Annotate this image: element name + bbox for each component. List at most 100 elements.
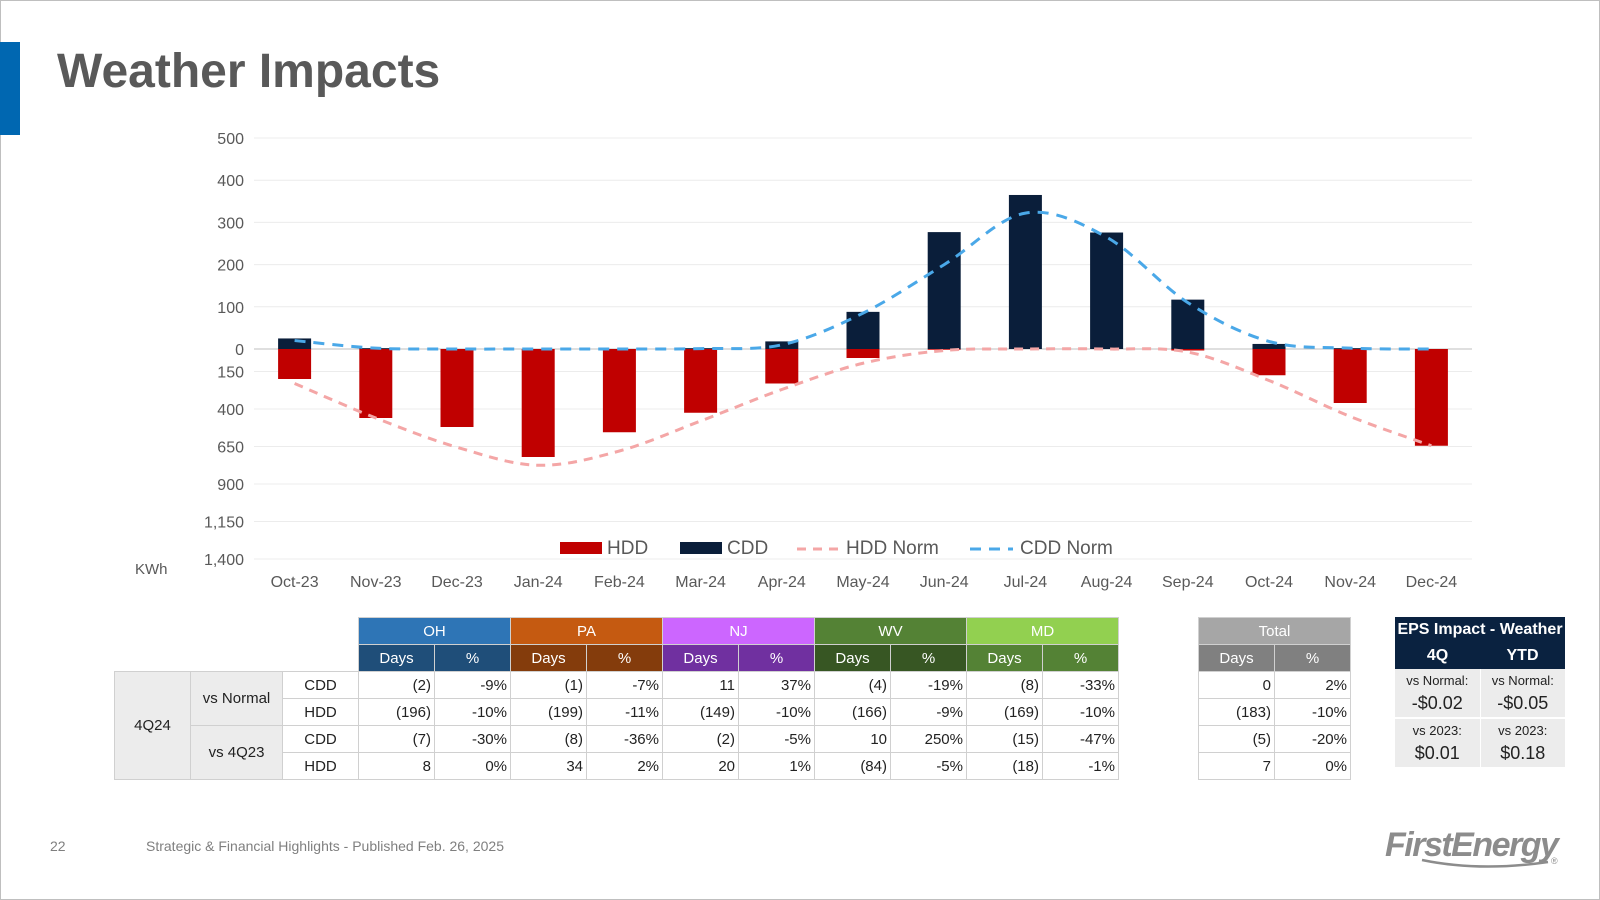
legend-hdd-swatch [560,542,602,554]
x-tick-label: Nov-23 [350,574,402,591]
eps-4q-vs-2023-label: vs 2023: [1412,723,1462,738]
total-weather-table: Total Days % 0 2% (183) -10% (5) -20% 7 0% [1198,617,1351,780]
y-tick-label-hdd: 1,150 [204,515,244,532]
table-cell: -20% [1274,725,1351,753]
cdd-bar [1171,299,1205,349]
table-cell: -47% [1042,725,1119,753]
table-row: 0 2% [1198,671,1351,699]
region-header-nj: NJ [662,617,815,645]
x-tick-label: Feb-24 [594,574,645,591]
eps-impact-title: EPS Impact - Weather [1395,617,1565,643]
logo-swoosh-icon [1421,858,1549,868]
region-header-md: MD [966,617,1119,645]
table-cell: -10% [1274,698,1351,726]
x-tick-label: Nov-24 [1324,574,1376,591]
y-unit-label: KWh [135,561,168,578]
period-label: 4Q24 [114,671,191,780]
table-row: 4Q24 vs Normal CDD (2) -9% (1) -7% 11 37% (4) -19%… [114,671,1119,780]
table-cell: -1% [1042,752,1119,780]
page-title: Weather Impacts [57,45,441,98]
eps-col-ytd: YTD [1506,647,1539,664]
region-header-pa: PA [510,617,663,645]
table-cell: -5% [890,752,967,780]
cdd-bar [1252,343,1286,349]
footer-text: Strategic & Financial Highlights - Publi… [146,838,504,854]
days-header: Days [510,644,587,672]
hdd-bar [1333,349,1367,403]
metric-label: CDD [282,671,359,699]
pct-header: % [738,644,815,672]
y-tick-label-cdd: 400 [217,173,244,190]
table-cell: (2) [662,725,739,753]
cdd-bar [1008,194,1042,349]
table-cell: (18) [966,752,1043,780]
y-tick-label-hdd: 1,400 [204,552,244,569]
table-cell: -33% [1042,671,1119,699]
pct-header: % [586,644,663,672]
table-cell: (5) [1198,725,1275,753]
cdd-bar [1090,232,1124,349]
table-cell: -5% [738,725,815,753]
hdd-bar [765,349,799,384]
page-number: 22 [50,838,66,854]
firstenergy-logo: FirstEnergy [1385,826,1559,864]
table-cell: 8 [358,752,435,780]
cdd-bar [765,341,799,349]
eps-ytd-vs-normal: -$0.05 [1480,691,1565,719]
y-tick-label-cdd: 0 [235,342,244,359]
eps-4q-vs-normal-label: vs Normal: [1406,673,1469,688]
region-header-oh: OH [358,617,511,645]
table-cell: 11 [662,671,739,699]
y-tick-label-hdd: 150 [217,365,244,382]
y-tick-label-hdd: 900 [217,477,244,494]
metric-label: HDD [282,752,359,780]
y-tick-label-cdd: 500 [217,131,244,148]
hdd-bar [278,349,312,379]
hdd-norm-line [294,347,1432,467]
weather-chart: 500 400 300 200 100 0 150 400 650 900 1,150 1,400 KW… [135,131,1472,591]
table-cell: -19% [890,671,967,699]
total-header: Total [1198,617,1351,645]
y-tick-label-cdd: 100 [217,300,244,317]
eps-ytd-vs-2023-label: vs 2023: [1498,723,1548,738]
table-row: 7 0% [1198,752,1351,780]
hdd-bar [846,349,880,358]
days-header: Days [358,644,435,672]
table-cell: 0 [1198,671,1275,699]
table-cell: -9% [434,671,511,699]
table-cell: 2% [586,752,663,780]
eps-col-4q: 4Q [1426,647,1449,664]
days-header: Days [966,644,1043,672]
pct-header: % [434,644,511,672]
table-cell: 2% [1274,671,1351,699]
table-cell: -10% [1042,698,1119,726]
table-cell: -10% [738,698,815,726]
x-tick-label: Dec-24 [1406,574,1458,591]
logo-registered-mark: ® [1551,856,1558,866]
table-cell: (1) [510,671,587,699]
eps-ytd-vs-normal-label: vs Normal: [1491,673,1554,688]
table-cell: 20 [662,752,739,780]
eps-ytd-vs-2023: $0.18 [1500,743,1546,763]
eps-4q-vs-normal: -$0.02 [1395,691,1480,719]
x-tick-label: Sep-24 [1162,574,1214,591]
hdd-bar [1252,349,1286,376]
table-row: HDD 8 0% 34 2% 20 1% (84) -5% (18) -1% [115,752,1119,780]
table-cell: (149) [662,698,739,726]
x-tick-label: Oct-24 [1245,574,1293,591]
table-cell: (183) [1198,698,1275,726]
metric-label: HDD [282,698,359,726]
x-tick-label: Oct-23 [271,574,319,591]
x-tick-label: Dec-23 [431,574,483,591]
table-cell: (2) [358,671,435,699]
x-tick-label: Mar-24 [675,574,726,591]
days-header: Days [662,644,739,672]
region-weather-table: OH PA NJ WV MD Days % Days % Days % Days… [114,617,1119,780]
table-cell: (166) [814,698,891,726]
table-cell: 1% [738,752,815,780]
legend-hdd-norm-label: HDD Norm [846,538,939,559]
cdd-bar [278,338,312,349]
hdd-bar [684,349,718,413]
metric-label: CDD [282,725,359,753]
eps-4q-vs-2023: $0.01 [1414,743,1460,763]
